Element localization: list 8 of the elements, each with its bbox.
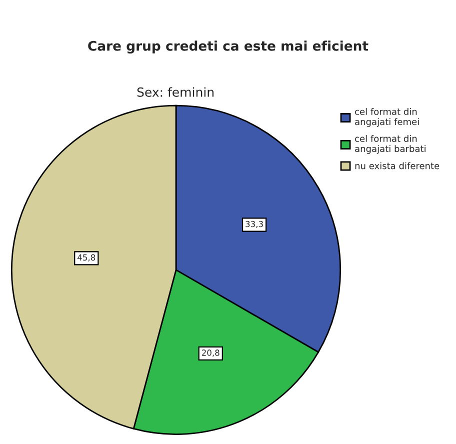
chart-subtitle: Sex: feminin	[137, 87, 214, 97]
legend-label: nu exista diferente	[355, 162, 440, 170]
legend-label: cel format din angajati barbati	[355, 134, 426, 154]
legend-label: cel format din angajati femei	[355, 108, 419, 127]
data-label: 33,3	[246, 220, 263, 228]
chart-title: Care grup credeti ca este mai eficient	[88, 40, 368, 54]
data-label: 45,8	[78, 254, 96, 262]
data-label: 20,8	[202, 350, 220, 357]
